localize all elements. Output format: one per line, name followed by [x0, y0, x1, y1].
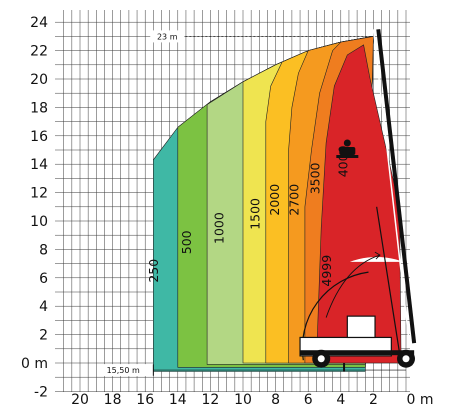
y-tick-label: 2: [39, 328, 48, 344]
load-zone-label: 2000: [267, 184, 282, 216]
y-tick-label: 16: [30, 129, 48, 145]
load-zone-label: 500: [179, 230, 194, 254]
y-tick-label: 8: [39, 242, 48, 258]
x-tick-label: 0 m: [407, 392, 434, 407]
load-zone-label: 250: [146, 259, 161, 283]
x-tick-label: 14: [169, 392, 187, 407]
x-tick-label: 2: [369, 392, 378, 407]
telehandler-icon: [299, 29, 417, 372]
x-tick-label: 16: [136, 392, 154, 407]
x-tick-label: 6: [304, 392, 313, 407]
cab-icon: [346, 315, 376, 339]
x-tick-label: 18: [104, 392, 122, 407]
x-tick-label: 12: [201, 392, 219, 407]
load-zone-label: 1500: [247, 198, 262, 230]
y-tick-label: 10: [30, 214, 48, 230]
y-tick-label: 4: [39, 299, 48, 315]
boom-icon: [376, 29, 417, 344]
y-tick-label: 6: [39, 271, 48, 287]
max-reach-label: 15,50 m: [107, 366, 140, 375]
y-tick-label: 18: [30, 100, 48, 116]
x-tick-label: 20: [71, 392, 89, 407]
load-zone-label: 3500: [308, 162, 323, 194]
y-tick-label: 22: [30, 44, 48, 60]
x-tick-label: 8: [271, 392, 280, 407]
machine-clearance-area: [349, 256, 454, 363]
load-zones: [153, 36, 454, 372]
max-height-label: 23 m: [157, 32, 178, 41]
boom-arc-arrow-icon: [325, 254, 381, 318]
y-tick-label: 24: [30, 15, 48, 31]
load-zone-label: 2700: [286, 184, 301, 216]
y-tick-label: 20: [30, 72, 48, 88]
load-zone-label: 1000: [211, 212, 226, 244]
y-tick-label: 12: [30, 186, 48, 202]
outrigger-icon: [300, 350, 415, 356]
operator-icon: [343, 139, 351, 147]
y-tick-label: 0 m: [21, 356, 48, 372]
x-tick-label: 4: [336, 392, 345, 407]
chart-annotations: 23 m 15,50 m: [101, 30, 406, 377]
load-zone-label: 4999: [319, 255, 334, 287]
x-tick-label: 10: [234, 392, 252, 407]
y-tick-label: 14: [30, 157, 48, 173]
y-tick-label: -2: [34, 384, 48, 400]
